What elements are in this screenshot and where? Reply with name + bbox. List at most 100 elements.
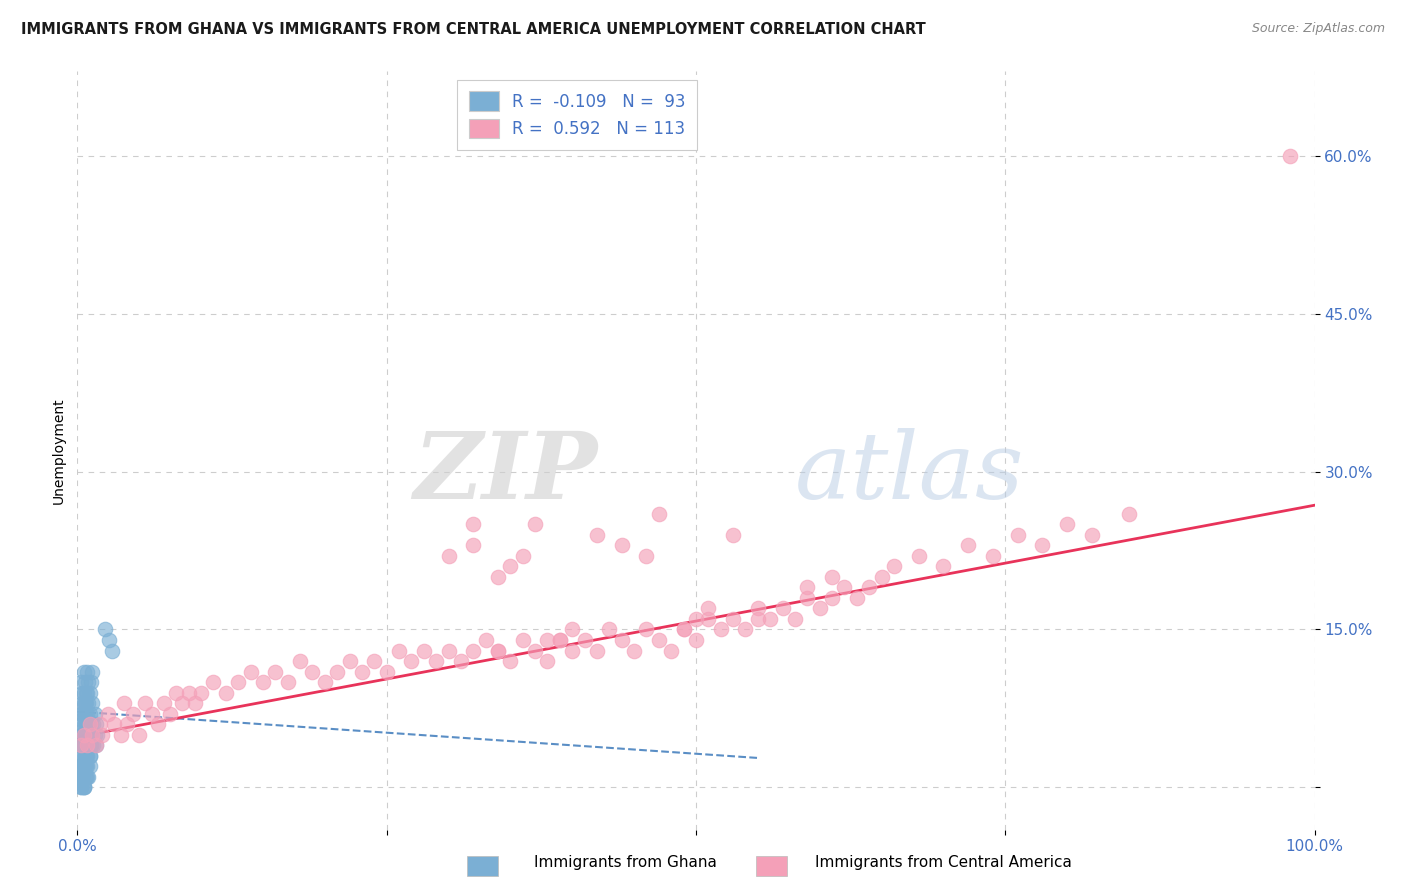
Point <box>957 538 980 552</box>
Point <box>77 770 100 784</box>
Point <box>72 780 94 795</box>
Point <box>72 717 94 731</box>
Point <box>72 770 94 784</box>
Point <box>202 675 225 690</box>
Point <box>574 633 596 648</box>
Point <box>425 654 447 668</box>
Point <box>845 591 868 605</box>
Point <box>610 538 633 552</box>
Point <box>685 612 707 626</box>
Point <box>339 654 361 668</box>
Point <box>72 728 94 742</box>
Point <box>932 559 955 574</box>
Text: atlas: atlas <box>794 428 1025 518</box>
Point <box>463 538 485 552</box>
Point <box>73 748 96 763</box>
Point <box>486 643 509 657</box>
Point <box>75 696 97 710</box>
Point <box>72 770 94 784</box>
Point <box>115 717 138 731</box>
Point <box>375 665 398 679</box>
Point <box>77 696 100 710</box>
Point <box>747 612 769 626</box>
Point <box>73 759 96 773</box>
Point <box>598 623 620 637</box>
Point <box>72 759 94 773</box>
Point <box>75 686 97 700</box>
Point <box>548 633 571 648</box>
Point <box>301 665 323 679</box>
Point <box>177 686 200 700</box>
Point <box>73 706 96 721</box>
Point <box>72 780 94 795</box>
Point <box>721 612 744 626</box>
Point <box>215 686 238 700</box>
Point <box>536 654 558 668</box>
Point <box>110 728 132 742</box>
Point <box>72 728 94 742</box>
Point <box>79 728 101 742</box>
Point <box>252 675 274 690</box>
Point <box>82 739 104 753</box>
Point <box>72 696 94 710</box>
Point <box>623 643 645 657</box>
Point <box>134 696 156 710</box>
Point <box>288 654 311 668</box>
Text: ZIP: ZIP <box>413 428 598 518</box>
Point <box>474 633 496 648</box>
Point <box>86 728 108 742</box>
Point <box>69 770 91 784</box>
Point <box>314 675 336 690</box>
Point <box>648 507 671 521</box>
Point <box>75 739 97 753</box>
Point <box>75 717 97 731</box>
Point <box>636 549 658 563</box>
Point <box>69 728 91 742</box>
Y-axis label: Unemployment: Unemployment <box>52 397 66 504</box>
Point <box>76 686 98 700</box>
Point <box>610 633 633 648</box>
Point <box>146 717 169 731</box>
Point <box>75 759 97 773</box>
Point <box>72 696 94 710</box>
Text: Immigrants from Ghana: Immigrants from Ghana <box>534 855 717 870</box>
Point <box>76 728 98 742</box>
Point <box>72 770 94 784</box>
Point <box>326 665 349 679</box>
Text: IMMIGRANTS FROM GHANA VS IMMIGRANTS FROM CENTRAL AMERICA UNEMPLOYMENT CORRELATIO: IMMIGRANTS FROM GHANA VS IMMIGRANTS FROM… <box>21 22 925 37</box>
Point <box>83 706 105 721</box>
Text: Source: ZipAtlas.com: Source: ZipAtlas.com <box>1251 22 1385 36</box>
Point <box>907 549 929 563</box>
Point <box>672 623 695 637</box>
Point <box>834 580 856 594</box>
Point <box>91 728 114 742</box>
Point <box>73 728 96 742</box>
Point <box>165 686 187 700</box>
Point <box>75 717 97 731</box>
Point <box>808 601 831 615</box>
Point <box>79 748 101 763</box>
Point <box>73 739 96 753</box>
Point <box>796 580 818 594</box>
Point <box>73 717 96 731</box>
Point <box>277 675 299 690</box>
Point <box>77 739 100 753</box>
Point <box>84 717 107 731</box>
Point <box>561 623 583 637</box>
Point <box>586 643 609 657</box>
Point <box>70 739 93 753</box>
Point <box>1056 517 1078 532</box>
Point <box>710 623 733 637</box>
Point <box>499 654 522 668</box>
Point <box>1081 527 1104 541</box>
Point <box>672 623 695 637</box>
Point <box>70 717 93 731</box>
Point <box>73 706 96 721</box>
Point <box>486 643 509 657</box>
Point <box>548 633 571 648</box>
Point <box>82 696 104 710</box>
Point <box>350 665 373 679</box>
Point <box>172 696 194 710</box>
Point <box>75 748 97 763</box>
Point <box>73 675 96 690</box>
